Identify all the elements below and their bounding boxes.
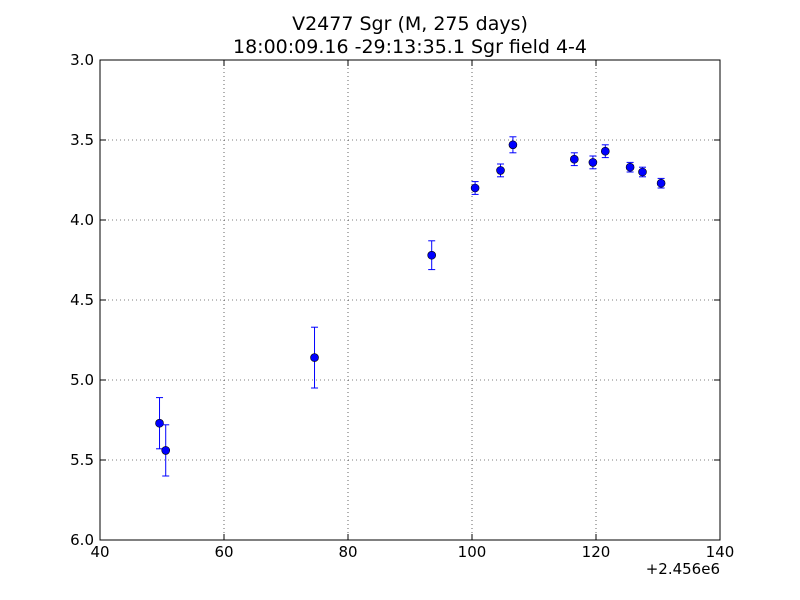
y-tick-label: 5.0 [70,371,94,389]
x-tick-label: 140 [706,543,735,561]
data-point [569,154,579,164]
chart-title: V2477 Sgr (M, 275 days) [292,13,528,35]
x-tick-label: 80 [338,543,357,561]
y-axis: 3.0 3.5 4.0 4.5 5.0 5.5 6.0 [70,51,720,549]
data-point [496,166,505,175]
y-tick-label: 3.0 [70,51,94,69]
grid-lines [100,60,720,540]
x-tick-label: 120 [582,543,611,561]
y-tick-label: 6.0 [70,531,94,549]
x-tick-label: 60 [214,543,233,561]
x-axis: 40 60 80 100 120 140 [90,60,734,561]
y-tick-label: 3.5 [70,131,94,149]
data-point [625,162,635,172]
data-point [161,446,171,455]
y-tick-label: 4.0 [70,211,94,229]
x-offset-label: +2.456e6 [646,560,720,578]
data-point [508,140,518,150]
data-point [638,167,647,177]
data-point [600,146,610,156]
data-point [656,178,666,188]
x-tick-label: 100 [458,543,487,561]
x-tick-label: 40 [90,543,109,561]
data-points [155,136,666,477]
data-point [427,250,437,260]
y-tick-label: 5.5 [70,451,94,469]
data-point [155,418,164,428]
y-tick-label: 4.5 [70,291,94,309]
data-point [310,353,319,362]
data-point [470,183,480,193]
data-point [588,158,598,167]
chart-subtitle: 18:00:09.16 -29:13:35.1 Sgr field 4-4 [233,36,587,58]
